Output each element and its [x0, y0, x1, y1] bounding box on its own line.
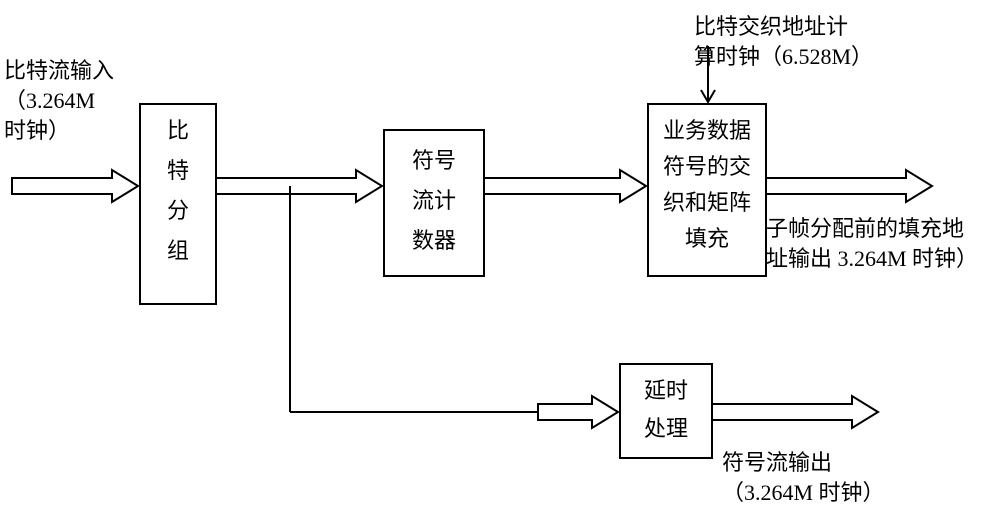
node-n1-line-3: 组	[167, 238, 189, 263]
arrow-a_3out	[766, 170, 932, 202]
text-t_out2-line-1: （3.264M 时钟）	[722, 480, 885, 505]
arrow-a_in	[12, 170, 138, 202]
node-n1: 比特分组	[140, 104, 216, 304]
text-t_out2: 符号流输出 （3.264M 时钟）	[722, 450, 885, 505]
node-n3: 业务数据符号的交织和矩阵填充	[648, 104, 766, 276]
node-n1-line-1: 特	[167, 158, 189, 183]
text-t_in-line-2: 时钟）	[4, 118, 70, 143]
text-t_out1-line-1: 址输出 3.264M 时钟）	[766, 246, 978, 271]
node-n1-line-2: 分	[167, 198, 189, 223]
flow-diagram: 比特分组 符号流计数器 业务数据符号的交织和矩阵填充延时处理 比特流输入 （3.264M…	[0, 0, 1000, 521]
node-n2-line-0: 符号	[412, 148, 456, 173]
node-n3-line-1: 符号的交	[663, 154, 751, 179]
node-n4: 延时处理	[620, 364, 712, 458]
node-n3-line-3: 填充	[685, 226, 729, 251]
text-t_in-line-1: （3.264M	[4, 88, 95, 113]
text-t_out1-line-0: 子帧分配前的填充地	[766, 216, 964, 241]
text-t_out1: 子帧分配前的填充地址输出 3.264M 时钟）	[766, 216, 978, 271]
text-t_in-line-0: 比特流输入	[4, 58, 114, 83]
node-n3-line-2: 织和矩阵	[663, 190, 751, 215]
node-n3-line-0: 业务数据	[663, 118, 751, 143]
text-t_top-line-0: 比特交织地址计	[694, 14, 848, 39]
text-t_top-line-1: 算时钟（6.528M）	[694, 44, 873, 69]
node-n2-line-2: 数器	[412, 228, 456, 253]
node-n4-line-1: 处理	[644, 416, 688, 441]
node-n1-line-0: 比	[167, 118, 189, 143]
text-t_top: 比特交织地址计算时钟（6.528M）	[694, 14, 873, 69]
node-n4-line-0: 延时	[644, 378, 688, 403]
text-t_out2-line-0: 符号流输出	[722, 450, 832, 475]
arrow-a_23	[484, 170, 646, 202]
arrow-a_4out	[712, 396, 878, 428]
node-n2: 符号流计数器	[384, 130, 484, 276]
text-t_in: 比特流输入 （3.264M 时钟）	[4, 58, 114, 143]
node-n2-line-1: 流计	[412, 188, 456, 213]
arrow-a_12	[216, 170, 382, 202]
